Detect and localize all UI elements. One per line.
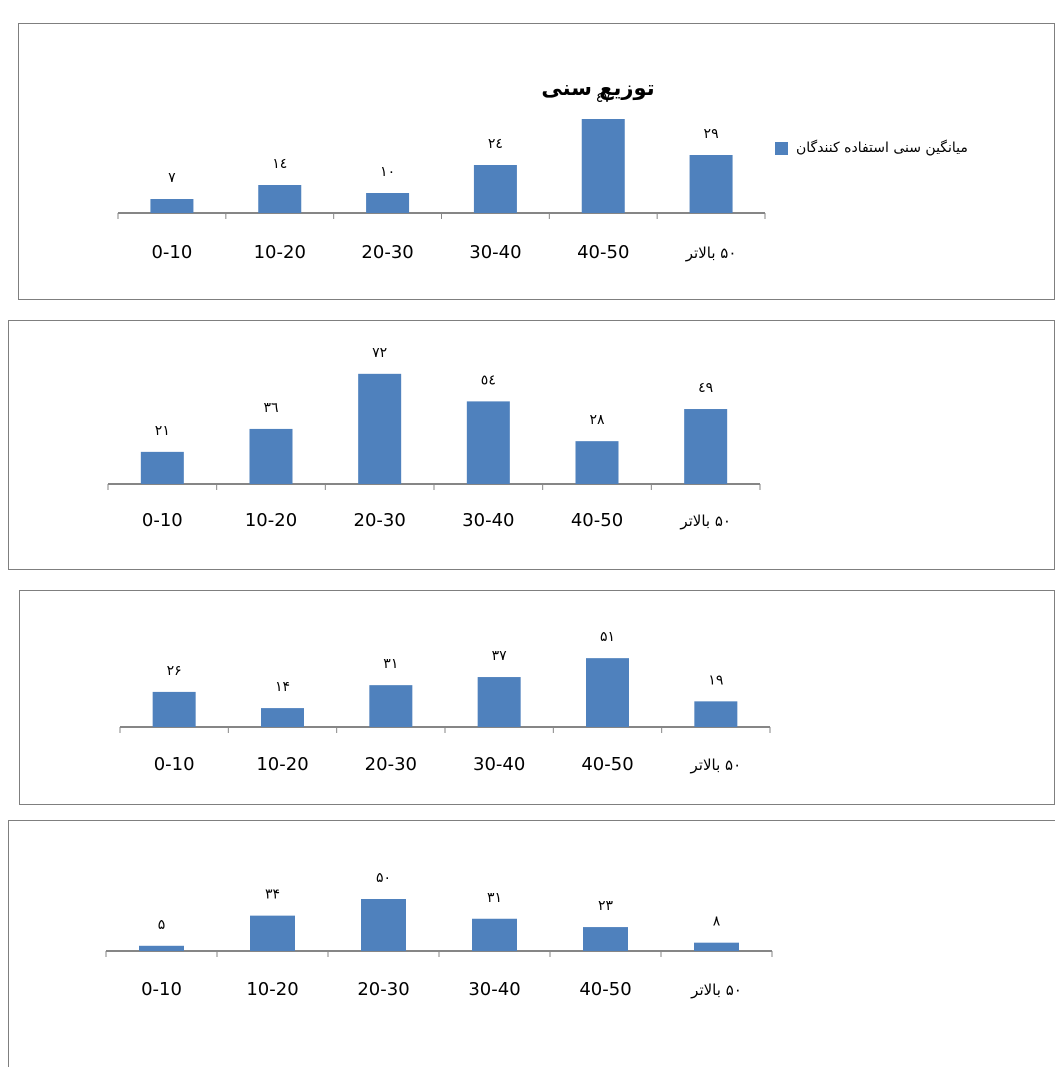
bar-3 — [369, 685, 413, 727]
data-label: ٤٧ — [596, 90, 612, 106]
category-label: 30-40 — [462, 510, 514, 531]
category-label: 0-10 — [141, 979, 182, 1000]
data-label: ٢٩ — [704, 126, 719, 142]
bar-1 — [150, 199, 194, 213]
data-label: ٢٤ — [488, 136, 503, 152]
chart-title: توزیع سنی — [541, 76, 654, 100]
bar-6 — [689, 155, 733, 213]
data-label: ۵۱ — [600, 629, 615, 645]
bar-1 — [152, 691, 196, 727]
category-label: 40-50 — [579, 979, 631, 1000]
data-label: ۱۰ — [380, 164, 395, 180]
bar-6 — [684, 409, 728, 484]
category-label: 30-40 — [473, 754, 525, 775]
bar-3 — [358, 373, 402, 484]
category-label: ۵۰ بالاتر — [685, 244, 737, 262]
category-label: 10-20 — [254, 242, 306, 263]
category-label: 20-30 — [357, 979, 409, 1000]
data-label: ٥٤ — [481, 372, 496, 388]
chart-panel-2 — [8, 320, 1055, 570]
data-label: ۲۶ — [167, 663, 182, 679]
category-label: 20-30 — [361, 242, 413, 263]
bar-4 — [473, 165, 517, 213]
data-label: ۲۳ — [598, 898, 614, 914]
bar-5 — [586, 658, 629, 727]
category-label: ۵۰ بالاتر — [690, 756, 742, 774]
data-label: ٣٦ — [263, 400, 278, 416]
data-label: ۱٤ — [272, 156, 287, 172]
category-label: 0-10 — [151, 242, 192, 263]
data-label: ۱۴ — [275, 679, 290, 695]
category-label: ۵۰ بالاتر — [690, 981, 742, 999]
bar-2 — [261, 708, 304, 727]
category-label: 10-20 — [245, 510, 297, 531]
data-label: ۷ — [168, 170, 176, 186]
bar-1 — [140, 451, 184, 484]
category-label: 40-50 — [571, 510, 623, 531]
category-label: 10-20 — [246, 979, 298, 1000]
category-label: 20-30 — [365, 754, 417, 775]
bar-3 — [366, 193, 410, 213]
bar-6 — [694, 942, 739, 951]
data-label: ٤٩ — [698, 380, 713, 396]
category-label: 0-10 — [154, 754, 195, 775]
category-label: 30-40 — [469, 242, 521, 263]
chart-panel-4 — [8, 820, 1055, 1067]
data-label: ۵۰ — [376, 870, 391, 886]
bar-3 — [361, 899, 406, 951]
data-label: ٢٨ — [589, 412, 605, 428]
bar-4 — [477, 677, 521, 727]
bar-2 — [258, 185, 302, 213]
bar-5 — [575, 441, 619, 484]
data-label: ٢١ — [155, 423, 170, 439]
category-label: 20-30 — [354, 510, 406, 531]
data-label: ۳۴ — [265, 887, 280, 903]
category-label: 40-50 — [577, 242, 629, 263]
category-label: 40-50 — [581, 754, 633, 775]
category-label: 30-40 — [468, 979, 520, 1000]
category-label: 0-10 — [142, 510, 183, 531]
bar-6 — [694, 701, 738, 727]
data-label: ۸ — [713, 914, 721, 930]
bar-2 — [250, 915, 295, 951]
category-label: 10-20 — [256, 754, 308, 775]
bar-5 — [581, 119, 625, 213]
chart-panel-1 — [18, 23, 1055, 300]
legend-swatch — [775, 141, 788, 155]
data-label: ۳۱ — [383, 656, 398, 672]
category-label: ۵۰ بالاتر — [679, 512, 731, 530]
data-label: ٧٢ — [372, 345, 387, 361]
data-label: ۳۱ — [487, 890, 502, 906]
bar-2 — [249, 428, 293, 484]
bar-1 — [139, 945, 184, 951]
data-label: ۱۹ — [708, 672, 723, 688]
legend-label: میانگین سنی استفاده کنندگان — [796, 140, 968, 156]
bar-4 — [472, 918, 517, 951]
data-label: ۵ — [158, 917, 166, 933]
bar-4 — [466, 401, 510, 484]
bar-5 — [583, 927, 628, 951]
chart-legend: میانگین سنی استفاده کنندگان — [775, 140, 968, 156]
data-label: ۳۷ — [492, 648, 508, 664]
